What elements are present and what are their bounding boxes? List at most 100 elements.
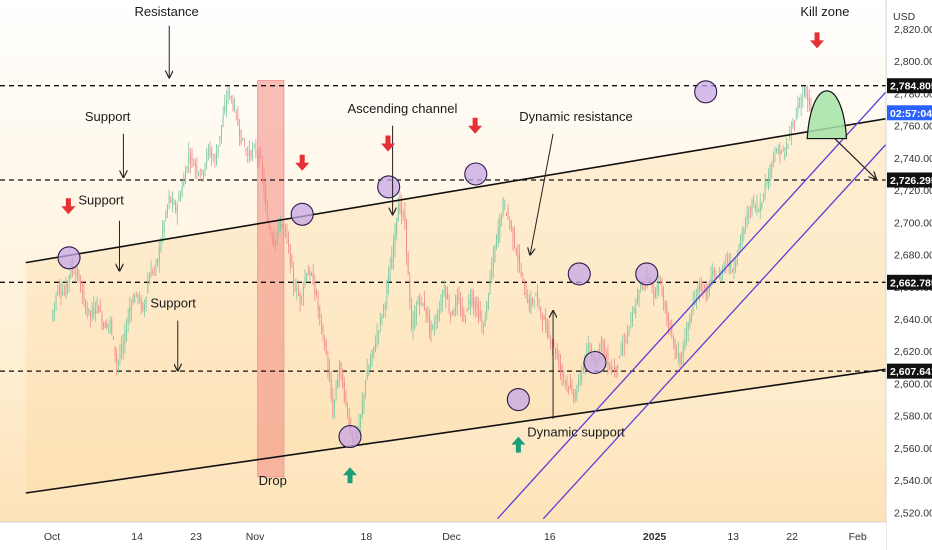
level-badge-1[interactable]: 2,726.295 [887,172,932,188]
candle [175,200,177,214]
candle [376,323,378,349]
candle-body [623,343,625,345]
touch-circle-5[interactable] [506,388,530,412]
candle-body [58,285,60,292]
candle-body [776,149,778,152]
candle-body [448,303,450,312]
candle [460,291,462,318]
level-badge-3-background [887,363,932,379]
candle-body [366,369,368,381]
candle [389,257,391,282]
time-axis[interactable] [0,521,886,550]
candle [245,147,247,157]
candle [117,358,119,374]
candle [340,361,342,380]
candle [556,342,558,360]
candle [771,161,773,179]
candle [609,362,611,371]
candle-body [402,212,404,215]
candle-body [111,320,113,332]
touch-circle-8[interactable] [583,350,607,375]
candle [135,291,137,298]
candle-body [406,218,407,255]
candle [126,318,127,342]
price-tick-label: 2,720.000 [894,185,932,197]
touch-circle-1[interactable] [290,202,314,226]
candle-body [332,397,334,416]
touch-circle-0[interactable] [57,246,81,270]
candle [78,269,80,283]
candle-body [538,302,540,304]
candle-body [55,295,57,303]
candle-body [389,268,391,282]
level-badge-0[interactable]: 2,784.805 [887,78,932,94]
level-badge-3[interactable]: 2,607.641 [887,363,932,379]
touch-circle-4[interactable] [338,425,362,449]
candle [235,109,237,121]
candle-body [764,185,766,197]
candle-body [738,244,740,255]
candle-body [589,349,591,351]
candle-body [271,235,273,241]
touch-circle-2[interactable] [377,175,401,199]
time-tick-label: 2025 [643,531,667,543]
candle [478,297,480,324]
candle [132,293,134,305]
down-arrow-4[interactable] [810,32,825,49]
touch-circle-6[interactable] [567,262,591,286]
candle-body [289,245,291,266]
projection-arrow[interactable] [834,138,876,179]
candle-body [437,317,439,320]
candle-body [797,103,799,113]
candle [130,298,132,322]
down-arrow-2[interactable] [381,135,396,152]
candle [299,291,301,313]
candle [157,258,159,267]
touch-circle-9[interactable] [694,80,718,104]
touch-circle-7[interactable] [635,262,659,286]
candle [289,244,291,273]
candle-body [651,284,653,288]
candle [212,153,214,162]
candle-body [625,339,627,343]
down-arrow-0[interactable] [61,198,76,215]
candle [718,267,720,280]
candle-body [391,253,393,269]
candle-body [810,108,812,113]
candle [746,205,748,229]
candle-body [517,254,519,262]
candle [614,358,615,378]
candle [533,298,535,309]
candle-body [234,104,236,110]
candle-body [412,321,414,329]
channel-lower-line[interactable] [25,354,932,494]
candle-body [610,364,612,370]
candle-body [551,341,553,346]
level-badge-2[interactable]: 2,662.785 [887,274,932,290]
candle-body [248,150,250,156]
candle-body [76,267,78,276]
down-arrow-3[interactable] [468,117,483,134]
candle-body [561,365,563,376]
candle [338,359,340,387]
candle-body [335,389,337,397]
candle-body [211,151,213,157]
candle-body [162,229,163,236]
up-arrow-1[interactable] [511,436,526,453]
touch-circle-3[interactable] [464,162,488,186]
candle-body [699,280,701,293]
candle [733,258,735,280]
candle-body [222,114,224,127]
candle [237,106,239,127]
kill-zone[interactable] [806,90,848,140]
current-price-badge[interactable]: 02:57:04 [887,105,932,121]
candle [265,180,267,212]
up-arrow-0[interactable] [343,467,358,484]
candle-body [710,275,712,285]
down-arrow-1[interactable] [295,154,310,171]
candle [286,223,288,245]
candle-body [91,308,93,317]
candle [766,179,768,188]
candle [779,142,781,164]
